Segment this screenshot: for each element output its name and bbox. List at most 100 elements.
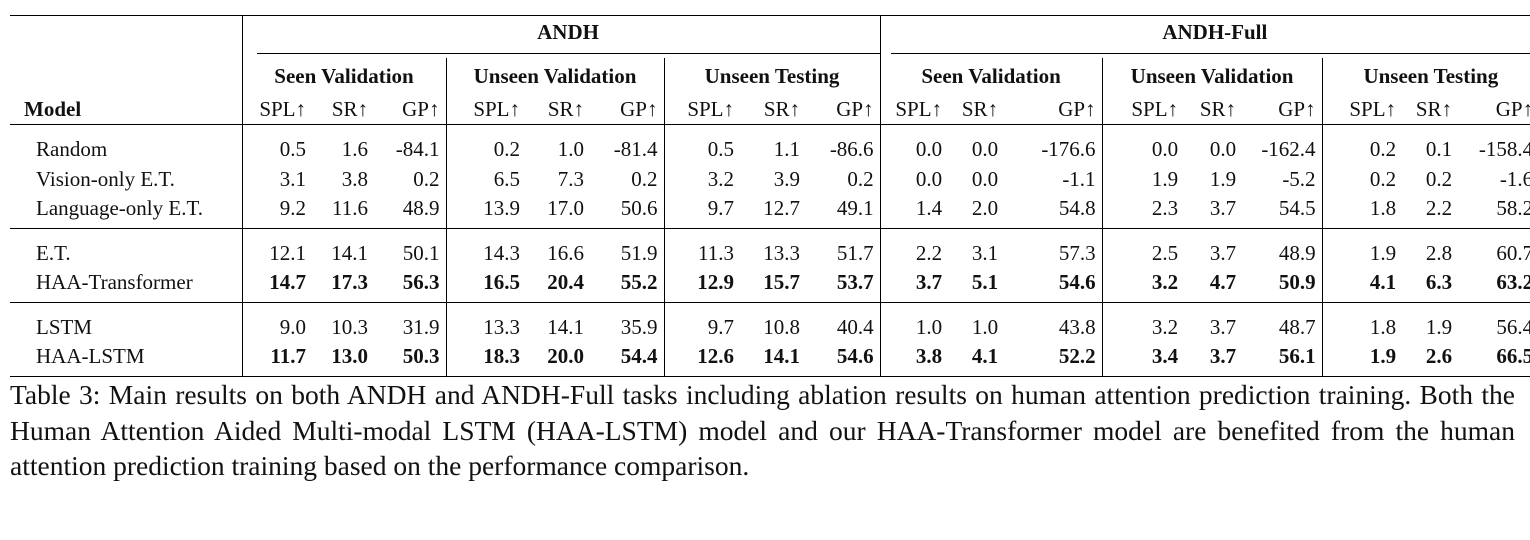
value-cell: 1.8 — [1321, 301, 1403, 342]
table-row: HAA-Transformer 14.7 17.3 56.3 16.5 20.4 55.2 1… — [10, 268, 1530, 302]
value-cell: 2.2 — [1425, 196, 1453, 221]
value-cell: 12.6 — [663, 342, 740, 376]
table-body: Random 0.5 1.6 -84.1 0.2 1.0 -81.4 0.5 1.1 -86.6 0… — [10, 124, 1530, 376]
value-cell: 1.9 — [1321, 227, 1403, 268]
value-cell: 56.4 — [1458, 301, 1530, 342]
value-cell: 57.3 — [1004, 227, 1103, 268]
value-cell: 3.2 — [1101, 268, 1185, 302]
value-cell: 1.0 — [879, 301, 949, 342]
table-row: Random 0.5 1.6 -84.1 0.2 1.0 -81.4 0.5 1.1 -86.6 0… — [10, 124, 1530, 165]
value-cell: 53.7 — [836, 270, 874, 295]
value-cell: 16.5 — [445, 268, 526, 302]
value-cell: 14.1 — [526, 301, 590, 342]
value-cell: 48.9 — [1242, 227, 1323, 268]
value-cell: 2.5 — [1101, 227, 1185, 268]
table-row: E.T. 12.1 14.1 50.1 14.3 16.6 51.9 11.3 13.3 51.7… — [10, 227, 1530, 268]
value-cell: 56.1 — [1278, 344, 1316, 369]
value-cell: 50.1 — [374, 227, 446, 268]
value-cell: 7.3 — [557, 166, 584, 191]
value-cell: 4.1 — [1321, 268, 1403, 302]
value-cell: 1.6 — [341, 137, 368, 162]
empty-corner — [10, 16, 242, 59]
value-cell: 3.2 — [663, 164, 740, 194]
value-cell: 0.2 — [413, 166, 440, 191]
metric-header: SPL↑ — [445, 94, 526, 125]
metric-header: SPL↑ — [1101, 94, 1185, 125]
metric-header: GP↑ — [1278, 96, 1316, 121]
value-cell: 3.2 — [1101, 301, 1185, 342]
value-cell: 9.0 — [241, 301, 312, 342]
metric-header: GP↑ — [1495, 96, 1530, 121]
value-cell: 31.9 — [374, 301, 446, 342]
value-cell: 1.0 — [948, 301, 1005, 342]
table-row: Vision-only E.T. 3.1 3.8 0.2 6.5 7.3 0.2 3.2 3.9… — [10, 164, 1530, 194]
value-cell: 54.4 — [620, 344, 658, 369]
metric-header: GP↑ — [402, 96, 440, 121]
value-cell: 49.1 — [836, 196, 874, 221]
value-cell: 17.0 — [547, 196, 584, 221]
value-cell: 0.2 — [1321, 124, 1403, 165]
value-cell: 35.9 — [590, 301, 664, 342]
value-cell: 1.0 — [557, 137, 584, 162]
value-cell: 48.9 — [402, 196, 440, 221]
value-cell: -84.1 — [395, 137, 440, 162]
subgroup-andh-unseen-testing: Unseen Testing — [663, 58, 881, 94]
metric-header: SR↑ — [961, 96, 999, 121]
value-cell: 9.7 — [663, 194, 740, 228]
value-cell: 16.6 — [526, 227, 590, 268]
model-name-cell: E.T. — [10, 227, 242, 268]
value-cell: 11.3 — [663, 227, 740, 268]
metric-header: GP↑ — [620, 96, 658, 121]
value-cell: 51.9 — [590, 227, 664, 268]
value-cell: 2.2 — [879, 227, 949, 268]
value-cell: 0.1 — [1425, 137, 1453, 162]
subgroup-full-seen-validation: Seen Validation — [879, 58, 1103, 94]
value-cell: 3.8 — [341, 166, 368, 191]
value-cell: 50.9 — [1278, 270, 1316, 295]
value-cell: 6.3 — [1425, 270, 1453, 295]
value-cell: -81.4 — [613, 137, 658, 162]
value-cell: 52.2 — [1058, 344, 1096, 369]
subgroup-andh-unseen-validation: Unseen Validation — [445, 58, 664, 94]
metric-header: SR↑ — [547, 96, 584, 121]
value-cell: 0.5 — [663, 124, 740, 165]
value-cell: 0.2 — [1425, 166, 1453, 191]
value-cell: 3.1 — [948, 227, 1005, 268]
value-cell: 63.2 — [1496, 270, 1530, 295]
value-cell: 1.9 — [1101, 164, 1185, 194]
results-table-container: ANDH ANDH-Full Seen Validation Unseen Va… — [10, 15, 1530, 377]
value-cell: -1.6 — [1499, 166, 1530, 191]
group-andh-full: ANDH-Full — [890, 20, 1530, 54]
value-cell: 66.5 — [1496, 344, 1530, 369]
value-cell: 4.1 — [971, 344, 999, 369]
subgroup-header-row: Seen Validation Unseen Validation Unseen… — [10, 58, 1530, 94]
value-cell: -162.4 — [1261, 137, 1316, 162]
value-cell: 56.3 — [402, 270, 440, 295]
value-cell: 17.3 — [331, 270, 368, 295]
value-cell: 2.8 — [1402, 227, 1459, 268]
value-cell: 0.2 — [847, 166, 874, 191]
value-cell: 58.2 — [1496, 196, 1530, 221]
value-cell: 20.4 — [547, 270, 584, 295]
value-cell: 0.0 — [1209, 137, 1237, 162]
model-column-header: Model — [24, 96, 82, 121]
model-name-cell: HAA-Transformer — [36, 270, 193, 295]
group-andh: ANDH — [256, 20, 880, 54]
value-cell: 4.7 — [1209, 270, 1237, 295]
value-cell: 9.2 — [241, 194, 312, 228]
value-cell: 3.7 — [1209, 344, 1237, 369]
value-cell: 1.4 — [879, 194, 949, 228]
table-row: HAA-LSTM 11.7 13.0 50.3 18.3 20.0 54.4 12.6 14.1… — [10, 342, 1530, 376]
metric-header: GP↑ — [836, 96, 874, 121]
value-cell: 50.6 — [620, 196, 658, 221]
value-cell: 1.9 — [1402, 301, 1459, 342]
subgroup-andh-seen-validation: Seen Validation — [241, 58, 446, 94]
value-cell: 14.3 — [445, 227, 526, 268]
value-cell: 14.1 — [763, 344, 800, 369]
value-cell: 0.0 — [879, 124, 949, 165]
value-cell: 12.1 — [241, 227, 312, 268]
value-cell: 20.0 — [547, 344, 584, 369]
value-cell: 40.4 — [806, 301, 881, 342]
value-cell: 2.0 — [971, 196, 999, 221]
value-cell: 11.6 — [332, 196, 368, 221]
